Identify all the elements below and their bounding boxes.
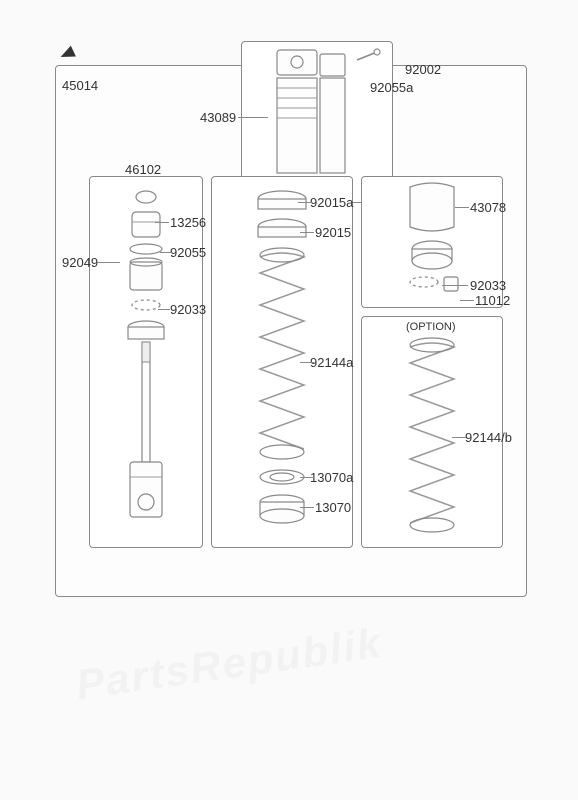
- leader-92144b: [452, 437, 466, 438]
- watermark: PartsRepublik: [73, 619, 385, 709]
- leader-92055: [160, 252, 172, 253]
- label-92055: 92055: [170, 245, 206, 260]
- arrow-indicator: [58, 46, 76, 63]
- label-92015: 92015: [315, 225, 351, 240]
- leader-92033r: [442, 285, 468, 286]
- leader-13070: [300, 507, 314, 508]
- leader-11012: [460, 300, 474, 301]
- label-43078: 43078: [470, 200, 506, 215]
- leader-92015: [300, 232, 314, 233]
- leader-92049: [98, 262, 120, 263]
- label-92144b: 92144/b: [465, 430, 512, 445]
- leader-92144a: [300, 362, 314, 363]
- label-92144a: 92144a: [310, 355, 353, 370]
- label-92055a: 92055a: [370, 80, 413, 95]
- rod-box: [89, 176, 203, 548]
- option-label: (OPTION): [406, 321, 456, 333]
- label-92033-left: 92033: [170, 302, 206, 317]
- label-92033-right: 92033: [470, 278, 506, 293]
- leader-43078: [455, 207, 469, 208]
- label-92015a: 92015a: [310, 195, 353, 210]
- leader-13070a: [300, 477, 314, 478]
- label-13256: 13256: [170, 215, 206, 230]
- main-frame: (OPTION): [55, 65, 527, 597]
- label-13070: 13070: [315, 500, 351, 515]
- label-13070a: 13070a: [310, 470, 353, 485]
- label-92002: 92002: [405, 62, 441, 77]
- label-92049: 92049: [62, 255, 98, 270]
- rod-drawing: [90, 177, 202, 547]
- leader-92015a: [298, 202, 312, 203]
- leader-13256: [155, 222, 169, 223]
- leader-43089: [238, 117, 268, 118]
- label-46102: 46102: [125, 162, 161, 177]
- leader-92033l: [158, 309, 170, 310]
- label-43089: 43089: [200, 110, 236, 125]
- label-45014: 45014: [62, 78, 98, 93]
- label-11012: 11012: [475, 293, 510, 308]
